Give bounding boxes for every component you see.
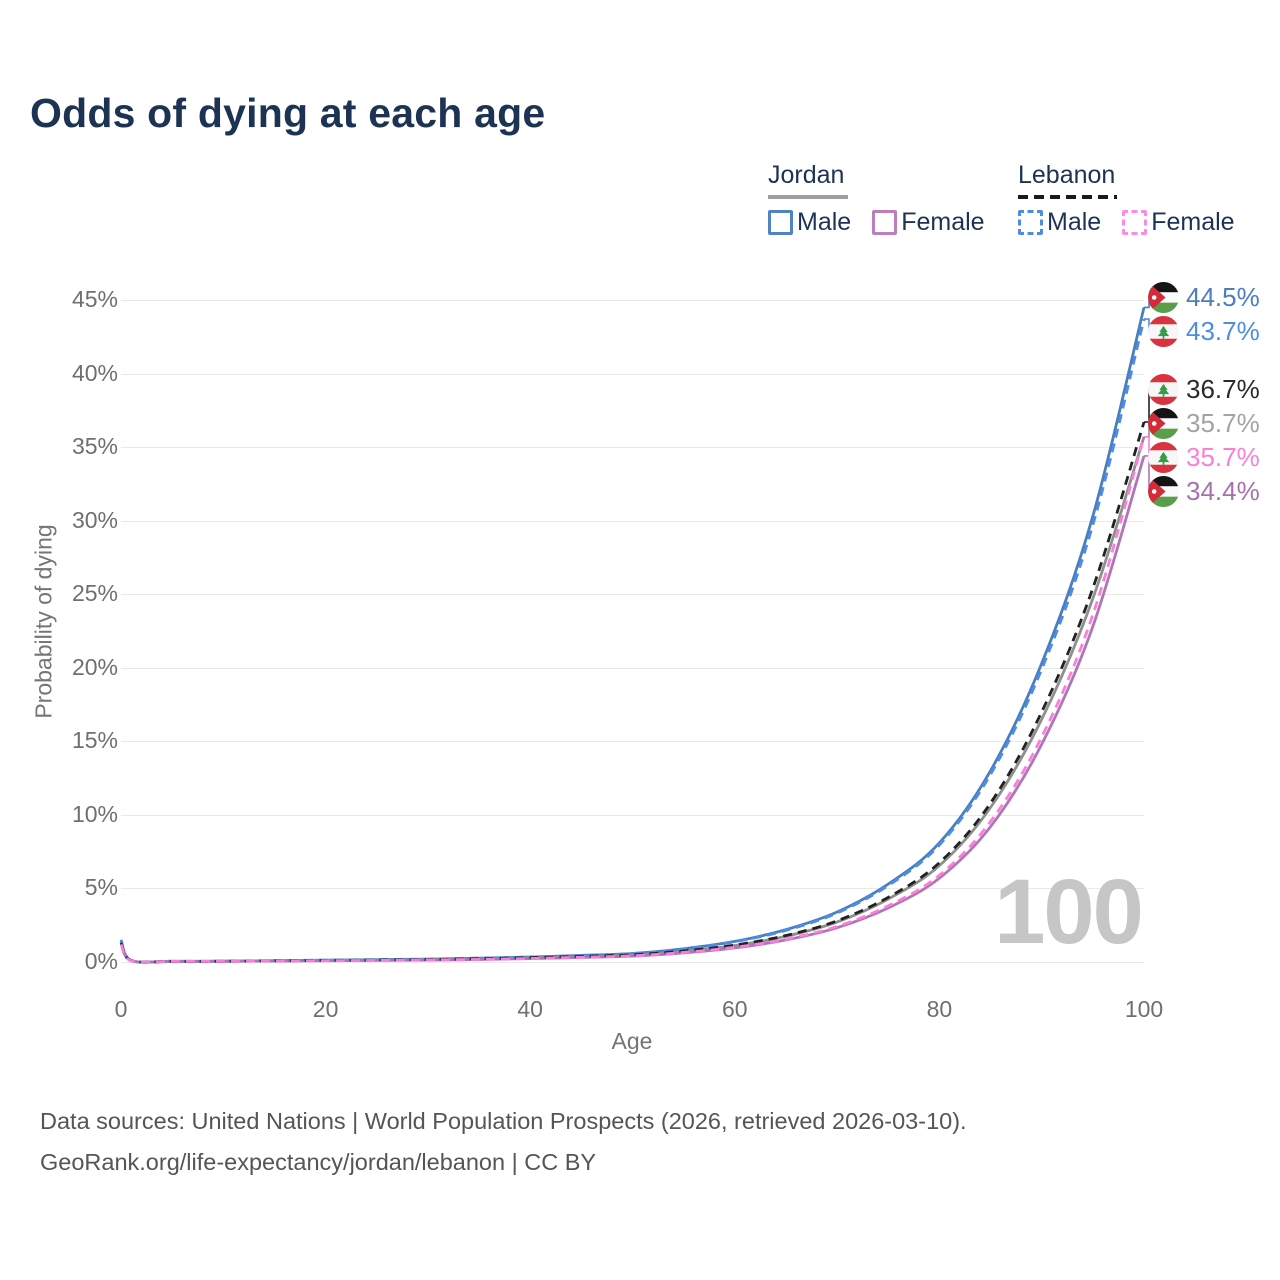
gridline bbox=[121, 741, 1144, 743]
y-tick-label: 20% bbox=[71, 653, 118, 680]
series-line-jordan-both-sexes bbox=[119, 436, 1146, 964]
x-tick-label: 80 bbox=[926, 996, 953, 1022]
data-sources-text: Data sources: United Nations | World Pop… bbox=[40, 1108, 967, 1134]
page-title: Odds of dying at each age bbox=[30, 90, 546, 136]
legend-label-jordan-female: Female bbox=[901, 208, 985, 236]
legend-country-lebanon: Lebanon bbox=[1018, 161, 1116, 189]
end-label-value: 35.7% bbox=[1186, 408, 1260, 438]
legend-country-jordan: Jordan bbox=[768, 161, 845, 189]
end-label-value: 43.7% bbox=[1186, 316, 1260, 346]
lebanon-dashed-line-swatch bbox=[1018, 195, 1117, 199]
end-label-jordan-both-sexes: 35.7% bbox=[1148, 408, 1260, 439]
gridline bbox=[121, 667, 1144, 669]
series-line-lebanon-male bbox=[119, 318, 1146, 964]
series-line-jordan-male bbox=[119, 307, 1146, 964]
gridline bbox=[121, 962, 1144, 963]
legend-label-lebanon-male: Male bbox=[1047, 208, 1102, 236]
y-tick-label: 45% bbox=[71, 286, 118, 312]
y-tick-label: 25% bbox=[71, 580, 118, 607]
gridline bbox=[121, 888, 1144, 890]
x-tick-label: 40 bbox=[517, 996, 543, 1022]
gridline bbox=[121, 300, 1144, 301]
jordan-male-checkbox[interactable] bbox=[768, 210, 793, 235]
gridline bbox=[121, 594, 1144, 596]
x-axis-title: Age bbox=[611, 1028, 653, 1054]
y-tick-label: 5% bbox=[84, 874, 118, 901]
y-tick-label: 35% bbox=[71, 433, 118, 460]
jordan-flag-icon bbox=[1148, 476, 1179, 507]
gridline bbox=[121, 814, 1144, 816]
end-label-lebanon-male: 43.7% bbox=[1148, 316, 1260, 347]
lebanon-male-checkbox[interactable] bbox=[1018, 210, 1043, 235]
end-label-jordan-female: 34.4% bbox=[1148, 476, 1260, 507]
gridline bbox=[121, 447, 1144, 449]
series-line-lebanon-both-sexes bbox=[119, 421, 1146, 964]
y-tick-label: 15% bbox=[71, 727, 118, 754]
end-label-value: 36.7% bbox=[1186, 374, 1260, 404]
y-tick-label: 40% bbox=[71, 359, 118, 386]
x-tick-label: 100 bbox=[1124, 996, 1164, 1022]
y-tick-label: 0% bbox=[84, 948, 118, 974]
end-label-jordan-male: 44.5% bbox=[1148, 282, 1260, 313]
lebanon-flag-icon bbox=[1148, 316, 1179, 347]
lebanon-flag-icon bbox=[1148, 442, 1179, 473]
jordan-female-checkbox[interactable] bbox=[872, 210, 898, 235]
y-axis-title: Probability of dying bbox=[30, 524, 57, 719]
end-label-lebanon-both-sexes: 36.7% bbox=[1148, 374, 1260, 405]
y-tick-label: 10% bbox=[71, 800, 118, 827]
legend-group-lebanon: Lebanon Male Female bbox=[1018, 161, 1235, 237]
legend-item-lebanon-female[interactable]: Female bbox=[1122, 208, 1235, 237]
jordan-solid-line-swatch bbox=[768, 195, 848, 199]
legend-label-jordan-male: Male bbox=[797, 208, 852, 236]
legend-group-jordan: Jordan Male Female bbox=[768, 161, 985, 237]
legend-item-lebanon-male[interactable]: Male bbox=[1018, 208, 1101, 237]
gridline bbox=[121, 373, 1144, 375]
series-line-jordan-female bbox=[119, 455, 1146, 964]
legend-label-lebanon-female: Female bbox=[1151, 208, 1235, 236]
end-label-value: 35.7% bbox=[1186, 442, 1260, 472]
series-line-lebanon-female bbox=[119, 436, 1146, 964]
jordan-flag-icon bbox=[1148, 282, 1179, 313]
legend-item-jordan-female[interactable]: Female bbox=[872, 208, 985, 237]
gridline bbox=[121, 520, 1144, 522]
end-label-value: 34.4% bbox=[1186, 476, 1260, 506]
x-tick-label: 60 bbox=[722, 996, 748, 1022]
jordan-flag-icon bbox=[1148, 408, 1179, 439]
attribution-text: GeoRank.org/life-expectancy/jordan/leban… bbox=[40, 1149, 597, 1175]
lebanon-flag-icon bbox=[1148, 374, 1179, 405]
x-tick-label: 20 bbox=[312, 996, 339, 1022]
end-label-lebanon-female: 35.7% bbox=[1148, 442, 1260, 473]
age-counter-watermark: 100 bbox=[994, 861, 1144, 963]
end-label-value: 44.5% bbox=[1186, 282, 1260, 312]
y-tick-label: 30% bbox=[71, 506, 118, 533]
legend-item-jordan-male[interactable]: Male bbox=[768, 208, 851, 237]
lebanon-female-checkbox[interactable] bbox=[1122, 210, 1148, 235]
x-tick-label: 0 bbox=[114, 996, 128, 1022]
